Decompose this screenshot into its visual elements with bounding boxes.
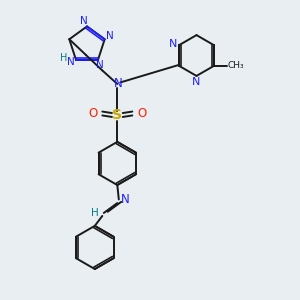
Text: N: N xyxy=(80,16,88,26)
Text: H: H xyxy=(60,52,67,63)
Text: O: O xyxy=(88,107,97,121)
Text: N: N xyxy=(121,193,130,206)
Text: N: N xyxy=(113,77,122,91)
Text: N: N xyxy=(169,39,177,49)
Text: N: N xyxy=(192,77,201,87)
Text: N: N xyxy=(67,56,75,67)
Text: S: S xyxy=(112,109,122,122)
Text: O: O xyxy=(137,107,146,121)
Text: N: N xyxy=(106,31,114,41)
Text: CH₃: CH₃ xyxy=(227,61,244,70)
Text: N: N xyxy=(96,60,103,70)
Text: H: H xyxy=(91,208,99,218)
